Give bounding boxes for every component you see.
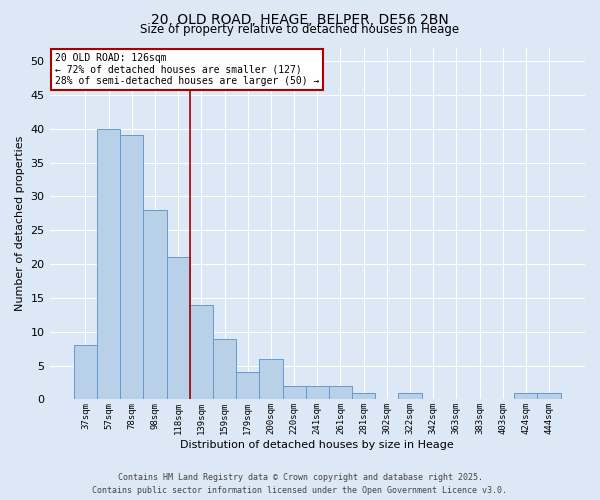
Text: 20 OLD ROAD: 126sqm
← 72% of detached houses are smaller (127)
28% of semi-detac: 20 OLD ROAD: 126sqm ← 72% of detached ho…: [55, 53, 319, 86]
Bar: [398, 392, 422, 400]
Bar: [514, 392, 538, 400]
Bar: [120, 136, 143, 400]
Text: 20, OLD ROAD, HEAGE, BELPER, DE56 2BN: 20, OLD ROAD, HEAGE, BELPER, DE56 2BN: [151, 12, 449, 26]
Text: Contains HM Land Registry data © Crown copyright and database right 2025.
Contai: Contains HM Land Registry data © Crown c…: [92, 474, 508, 495]
Text: Size of property relative to detached houses in Heage: Size of property relative to detached ho…: [140, 22, 460, 36]
Bar: [259, 359, 283, 400]
X-axis label: Distribution of detached houses by size in Heage: Distribution of detached houses by size …: [181, 440, 454, 450]
Bar: [538, 392, 560, 400]
Bar: [283, 386, 305, 400]
Bar: [236, 372, 259, 400]
Bar: [352, 392, 375, 400]
Bar: [305, 386, 329, 400]
Bar: [190, 304, 213, 400]
Bar: [213, 338, 236, 400]
Bar: [167, 258, 190, 400]
Bar: [97, 128, 120, 400]
Bar: [74, 346, 97, 400]
Bar: [329, 386, 352, 400]
Y-axis label: Number of detached properties: Number of detached properties: [15, 136, 25, 311]
Bar: [143, 210, 167, 400]
